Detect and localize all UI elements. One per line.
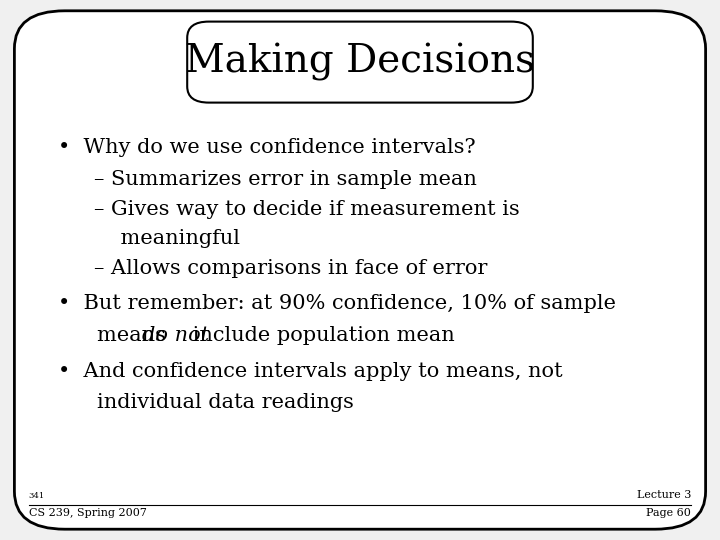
Text: •  Why do we use confidence intervals?: • Why do we use confidence intervals? [58,138,475,157]
Text: do not: do not [142,326,209,345]
Text: means: means [97,326,173,345]
Text: – Gives way to decide if measurement is: – Gives way to decide if measurement is [94,200,519,219]
Text: 341: 341 [29,491,45,500]
FancyBboxPatch shape [14,11,706,529]
Text: Making Decisions: Making Decisions [185,43,535,81]
Text: meaningful: meaningful [94,230,240,248]
Text: – Allows comparisons in face of error: – Allows comparisons in face of error [94,259,487,278]
Text: Page 60: Page 60 [647,508,691,518]
Text: CS 239, Spring 2007: CS 239, Spring 2007 [29,508,147,518]
FancyBboxPatch shape [187,22,533,103]
Text: – Summarizes error in sample mean: – Summarizes error in sample mean [94,170,477,189]
Text: Lecture 3: Lecture 3 [636,489,691,500]
Text: •  And confidence intervals apply to means, not: • And confidence intervals apply to mean… [58,362,562,381]
Text: •  But remember: at 90% confidence, 10% of sample: • But remember: at 90% confidence, 10% o… [58,294,616,313]
Text: individual data readings: individual data readings [97,393,354,412]
Text: include population mean: include population mean [186,326,455,345]
